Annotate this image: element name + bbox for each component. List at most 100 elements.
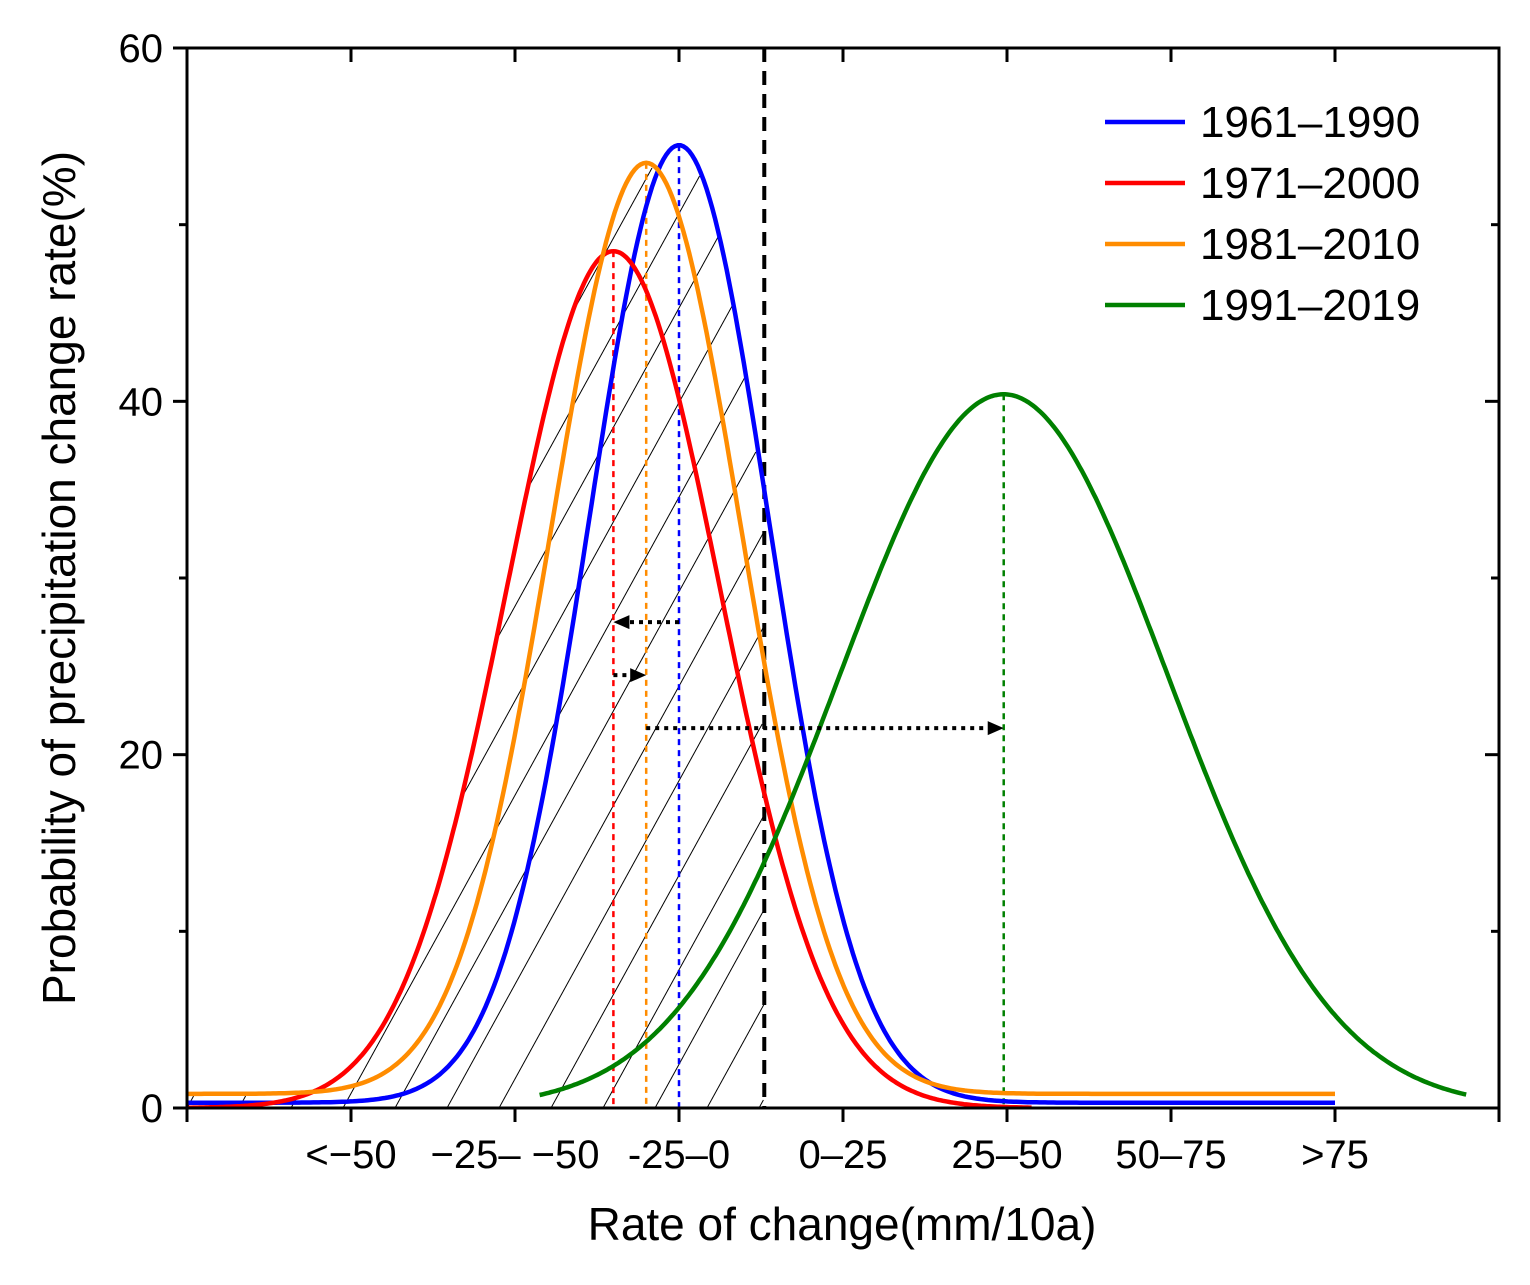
hatch-segment [643, 367, 647, 373]
hatch-segment [696, 1027, 700, 1033]
hatch-segment [637, 851, 641, 857]
hatch-segment [518, 1067, 522, 1073]
hatch-segment [730, 1059, 734, 1065]
hatch-segment [618, 507, 622, 513]
hatch-segment [680, 867, 684, 873]
hatch-segment [536, 939, 540, 945]
hatch-segment [638, 375, 643, 381]
hatch-segment [570, 499, 574, 505]
hatch-segment [674, 1067, 678, 1073]
hatch-segment [622, 783, 626, 789]
hatch-segment [596, 1019, 600, 1025]
hatch-segment [507, 803, 511, 809]
hatch-segment [560, 895, 565, 901]
hatch-segment [710, 623, 714, 629]
hatch-segment [470, 871, 474, 877]
hatch-segment [551, 439, 555, 445]
hatch-segment [500, 911, 504, 917]
hatch-segment [681, 675, 686, 681]
hatch-segment [589, 275, 594, 281]
hatch-segment [566, 979, 570, 985]
hatch-segment [557, 995, 562, 1001]
hatch-segment [630, 391, 634, 397]
hatch-segment [660, 903, 664, 909]
hatch-segment [466, 783, 470, 789]
hatch-segment [530, 667, 534, 673]
hatch-segment [542, 1023, 546, 1029]
hatch-segment [738, 855, 743, 861]
hatch-segment [691, 563, 695, 569]
hatch-segment [564, 511, 568, 517]
hatch-segment [480, 947, 484, 953]
hatch-segment [583, 1043, 587, 1049]
hatch-segment [560, 707, 564, 713]
hatch-segment [577, 487, 581, 493]
hatch-segment [536, 655, 541, 661]
hatch-segment [636, 663, 640, 669]
hatch-segment [665, 327, 669, 333]
y-tick-label: 0 [141, 1087, 163, 1131]
hatch-segment [535, 1035, 540, 1041]
hatch-segment [593, 647, 597, 653]
hatch-segment [711, 715, 716, 721]
hatch-segment [475, 955, 480, 961]
hatch-segment [590, 747, 594, 753]
legend-label: 1991–2019 [1200, 281, 1420, 330]
hatch-segment [714, 615, 719, 621]
hatch-segment [605, 1003, 609, 1009]
hatch-segment [583, 759, 587, 765]
hatch-segment [542, 551, 546, 557]
hatch-segment [579, 955, 584, 961]
hatch-segment [415, 971, 419, 977]
hatch-segment [594, 1023, 598, 1029]
hatch-segment [739, 475, 744, 481]
hatch-segment [721, 319, 725, 325]
hatch-segment [654, 535, 659, 541]
hatch-segment [588, 655, 593, 661]
hatch-segment [697, 835, 702, 841]
x-tick-label: 25–50 [951, 1133, 1062, 1177]
hatch-segment [470, 775, 475, 781]
hatch-segment [753, 451, 757, 457]
hatch-segment [540, 743, 544, 749]
hatch-segment [577, 959, 581, 965]
hatch-segment [538, 747, 542, 753]
hatch-segment [628, 583, 632, 589]
hatch-segment [715, 331, 719, 337]
hatch-segment [735, 1051, 739, 1057]
hatch-segment [568, 787, 572, 793]
hatch-segment [750, 455, 755, 461]
hatch-segment [572, 591, 576, 597]
hatch-segment [720, 511, 724, 517]
hatch-segment [668, 415, 673, 421]
shift-arrow-1 [613, 615, 679, 630]
hatch-segment [506, 711, 510, 717]
hatch-segment [707, 1007, 711, 1013]
hatch-segment [634, 951, 638, 957]
hatch-segment [379, 1035, 384, 1041]
hatch-segment [656, 911, 660, 917]
hatch-segment [617, 1075, 622, 1081]
hatch-segment [515, 883, 519, 889]
hatch-segment [692, 751, 696, 757]
hatch-segment [513, 887, 517, 893]
hatch-segment [582, 855, 587, 861]
hatch-segment [531, 475, 536, 481]
hatch-segment [527, 955, 532, 961]
hatch-segment [727, 875, 732, 881]
hatch-segment [741, 851, 745, 857]
hatch-segment [539, 839, 543, 845]
hatch-segment [635, 759, 639, 765]
hatch-segment [441, 923, 445, 929]
hatch-segment [524, 583, 528, 589]
hatch-segment [648, 547, 652, 553]
hatch-segment [719, 323, 723, 329]
hatch-segment [712, 903, 716, 909]
hatch-segment [495, 919, 499, 925]
hatch-segment [665, 1083, 669, 1089]
hatch-segment [693, 371, 697, 377]
hatch-segment [666, 703, 670, 709]
hatch-segment [723, 883, 727, 889]
hatch-segment [512, 699, 516, 705]
hatch-segment [641, 843, 645, 849]
